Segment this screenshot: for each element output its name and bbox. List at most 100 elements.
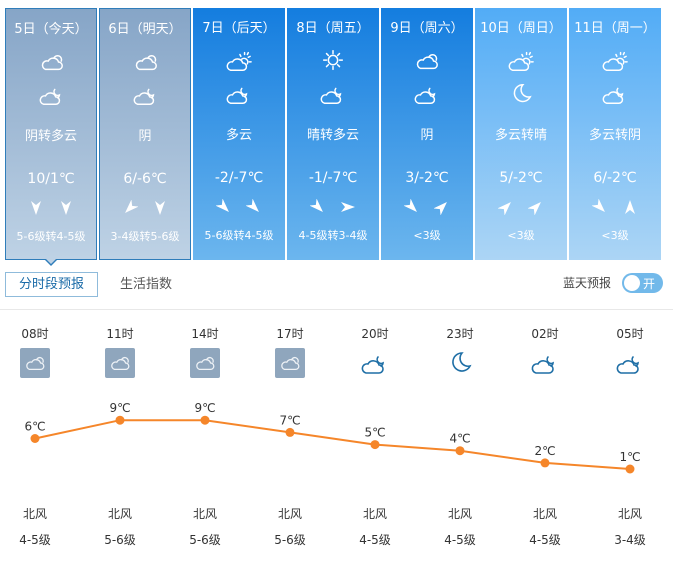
hour-wind-level: 3-4级 [614,533,646,547]
tab-hourly-forecast[interactable]: 分时段预报 [5,272,98,297]
cloudy-icon [275,348,305,378]
wind-arrow-icon [31,201,41,215]
wind-arrow-icon [310,199,323,212]
wind-direction [569,199,661,215]
day-card[interactable]: 8日（周五） 晴转多云 -1/-7℃ 4-5级转3-4级 [287,8,379,260]
moon-cloud-icon [318,81,348,107]
hour-wind-level: 4-5级 [359,533,391,547]
day-temp: -1/-7℃ [308,170,358,186]
wind-level: 5-6级转4-5级 [204,229,274,242]
hour-time: 02时 [531,327,559,341]
moon-cloud-icon [224,81,254,107]
wind-level: <3级 [413,229,441,242]
temperature-point [455,446,465,456]
temperature-label: 2℃ [534,444,555,458]
day-temp: 10/1℃ [27,171,75,187]
hour-wind-direction: 北风 [107,507,132,521]
selected-day-caret [44,258,58,266]
day-card[interactable]: 6日（明天） 阴 6/-6℃ 3-4级转5-6级 [99,8,191,260]
day-weather: 阴转多云 [24,129,77,144]
temperature-point [370,440,380,450]
cloudy-icon [105,348,135,378]
wind-arrow-icon [246,199,259,212]
day-card[interactable]: 5日（今天） 阴转多云 10/1℃ 5-6级转4-5级 [5,8,97,260]
day-weather: 多云 [225,128,252,143]
day-weather: 阴 [138,129,152,144]
wind-direction [381,199,473,215]
day-date: 8日（周五） [296,21,370,36]
temperature-label: 7℃ [279,413,300,427]
wind-arrow-icon [125,200,138,213]
temperature-label: 9℃ [194,401,215,415]
day-weather: 晴转多云 [306,128,359,143]
day-date: 11日（周一） [574,21,656,36]
day-date: 10日（周日） [480,21,562,36]
wind-arrow-icon [625,200,635,214]
hour-wind-direction: 北风 [362,507,387,521]
cloudy-icon [20,348,50,378]
hour-wind-direction: 北风 [277,507,302,521]
wind-arrow-icon [592,199,605,212]
temperature-line-chart: 6℃ 9℃ 9℃ 7℃ 5℃ 4℃ 2℃ 1℃ [24,401,641,474]
day-card[interactable]: 7日（后天） 多云 -2/-7℃ 5-6级转4-5级 [193,8,285,260]
day-temp: -2/-7℃ [214,170,264,186]
hour-time: 08时 [21,327,49,341]
wind-arrow-icon [404,199,417,212]
wind-arrow-icon [434,202,447,215]
day-card[interactable]: 9日（周六） 阴 3/-2℃ <3级 [381,8,473,260]
temperature-point [625,464,635,474]
cloudy-icon [37,49,67,75]
moon-cloud-icon [530,348,560,378]
wind-arrow-icon [216,199,229,212]
day-weather: 阴 [420,128,434,143]
sun-cloud-icon [224,48,254,74]
cloudy-icon [412,48,442,74]
day-temp: 6/-2℃ [593,170,637,186]
hour-wind-level: 5-6级 [189,533,221,547]
temperature-line [34,419,631,470]
wind-level: 5-6级转4-5级 [16,230,86,243]
hour-wind-level: 4-5级 [529,533,561,547]
moon-cloud-icon [600,81,630,107]
wind-level: 3-4级转5-6级 [110,230,180,243]
hour-wind-level: 4-5级 [19,533,51,547]
cloudy-icon [190,348,220,378]
hour-time: 11时 [106,327,134,341]
day-weather: 多云转阴 [588,128,641,143]
tab-life-index[interactable]: 生活指数 [120,277,173,292]
day-temp: 6/-6℃ [123,171,167,187]
temperature-label: 9℃ [109,401,130,415]
wind-direction [287,199,379,215]
wind-direction [100,200,190,216]
day-card[interactable]: 10日（周日） 多云转晴 5/-2℃ <3级 [475,8,567,260]
wind-level: <3级 [601,229,629,242]
moon-cloud-icon [360,348,390,378]
sun-cloud-icon [600,48,630,74]
hour-wind-direction: 北风 [532,507,557,521]
temperature-label: 6℃ [24,420,45,434]
day-weather: 多云转晴 [494,128,547,143]
divider [0,309,673,310]
temperature-point [540,458,550,468]
day-temp: 5/-2℃ [499,170,543,186]
moon-cloud-icon [615,348,645,378]
hour-time: 14时 [191,327,219,341]
cloudy-icon [131,49,161,75]
wind-arrow-icon [341,202,355,212]
wind-arrow-icon [528,202,541,215]
blue-sky-toggle[interactable]: 开 [622,273,663,293]
day-date: 9日（周六） [390,21,464,36]
wind-direction [193,199,285,215]
hour-wind-level: 4-5级 [444,533,476,547]
hour-wind-direction: 北风 [617,507,642,521]
hour-time: 23时 [446,327,474,341]
wind-arrow-icon [61,201,71,215]
wind-level: <3级 [507,229,535,242]
temperature-point [30,434,40,443]
toggle-state: 开 [643,277,656,291]
wind-level: 4-5级转3-4级 [298,229,368,242]
wind-arrow-icon [498,202,511,215]
hour-wind-direction: 北风 [447,507,472,521]
hour-wind-direction: 北风 [22,507,47,521]
day-card[interactable]: 11日（周一） 多云转阴 6/-2℃ <3级 [569,8,661,260]
